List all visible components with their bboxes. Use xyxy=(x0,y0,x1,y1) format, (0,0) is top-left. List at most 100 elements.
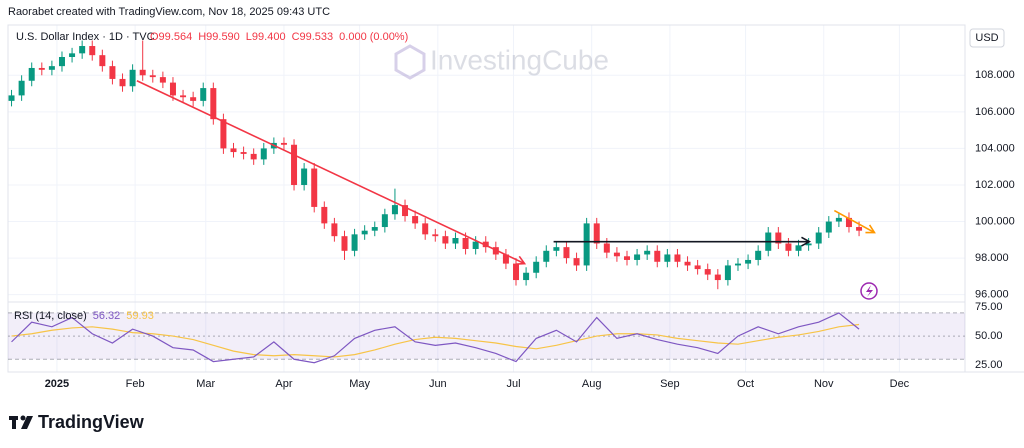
legend-value: L99.400 xyxy=(246,31,286,43)
candle-body xyxy=(220,119,227,149)
candle-body xyxy=(785,243,792,251)
candle-body xyxy=(543,250,550,262)
candle-body xyxy=(260,148,267,160)
candle-body xyxy=(775,232,782,244)
candle-body xyxy=(845,217,852,228)
brand-name: TradingView xyxy=(38,412,145,432)
candle-body xyxy=(381,214,388,228)
candle-body xyxy=(38,67,45,70)
watermark-text: InvestingCube xyxy=(430,44,609,75)
candle-body xyxy=(613,252,620,257)
y-tick-label: 104.000 xyxy=(975,142,1015,154)
currency[interactable]: USD xyxy=(975,32,998,44)
x-tick-label: May xyxy=(349,378,370,390)
candle-body xyxy=(523,272,530,281)
candle-body xyxy=(210,88,217,120)
candle-body xyxy=(321,206,328,224)
candle-body xyxy=(593,223,600,244)
candle-body xyxy=(149,75,156,78)
candle-body xyxy=(442,236,449,244)
candle-body xyxy=(331,223,338,237)
legend-value: C99.533 xyxy=(292,31,334,43)
candle-body xyxy=(28,67,35,81)
trend-line xyxy=(136,80,525,265)
x-tick-label: Feb xyxy=(126,378,145,390)
candle-body xyxy=(311,168,318,207)
y-tick-label: 98.000 xyxy=(975,252,1009,264)
brand-logo xyxy=(12,416,16,429)
attribution: Raorabet created with TradingView.com, N… xyxy=(8,6,330,18)
candle-body xyxy=(704,269,711,275)
candle-body xyxy=(502,254,509,264)
candle-body xyxy=(694,265,701,270)
x-tick-label: Nov xyxy=(814,378,834,390)
candle-body xyxy=(119,78,126,87)
currency-box[interactable] xyxy=(969,28,1005,48)
rsi-tick-label: 50.00 xyxy=(975,330,1003,342)
brand-logo xyxy=(20,415,26,421)
candle-body xyxy=(48,66,55,70)
candle-body xyxy=(18,80,25,96)
symbol: U.S. Dollar Index · 1D · TVC xyxy=(16,31,155,43)
event-icon[interactable] xyxy=(860,282,878,300)
candle-body xyxy=(513,263,520,281)
rsi-ma-value: 59.93 xyxy=(126,310,154,322)
candle-body xyxy=(250,153,257,160)
x-tick-label: Apr xyxy=(275,378,292,390)
candle-body xyxy=(69,53,76,57)
y-tick-label: 102.000 xyxy=(975,179,1015,191)
x-tick-label: Sep xyxy=(660,378,680,390)
legend-value: H99.590 xyxy=(198,31,240,43)
candle-body xyxy=(714,274,721,281)
trend-line xyxy=(833,209,875,234)
arrow-head xyxy=(801,236,812,247)
event-icon-bolt xyxy=(866,285,873,297)
candle-body xyxy=(835,217,842,222)
candle-body xyxy=(795,245,802,251)
candle-body xyxy=(341,236,348,251)
candle-body xyxy=(654,250,661,262)
candle-body xyxy=(462,238,469,249)
candle-body xyxy=(745,259,752,264)
candle-body xyxy=(89,46,96,56)
brand: TradingView xyxy=(9,412,145,432)
candle-body xyxy=(664,254,671,262)
candle-body xyxy=(553,247,560,251)
candle-body xyxy=(280,142,287,145)
legend-value: 0.000 (0.00%) xyxy=(339,31,408,43)
rsi-ma-line xyxy=(11,323,860,358)
candle-body xyxy=(291,144,298,185)
candle-body xyxy=(755,250,762,260)
arrow-head xyxy=(515,255,527,265)
x-tick-label: Mar xyxy=(196,378,215,390)
candle-body xyxy=(301,168,308,185)
candle-body xyxy=(684,261,691,266)
candle-body xyxy=(583,223,590,266)
candle-body xyxy=(412,216,419,224)
candle-body xyxy=(452,238,459,244)
x-tick-label: 2025 xyxy=(45,378,69,390)
watermark-logo xyxy=(394,44,426,80)
candle-body xyxy=(361,230,368,235)
x-tick-label: Dec xyxy=(890,378,910,390)
candle-body xyxy=(805,243,812,246)
candle-body xyxy=(674,254,681,262)
candle-body xyxy=(644,250,651,255)
x-tick-label: Jul xyxy=(506,378,520,390)
brand-logo xyxy=(21,416,33,429)
rsi-label: RSI (14, close) xyxy=(14,310,87,322)
candle-body xyxy=(139,69,146,76)
candle-body xyxy=(734,263,741,266)
candle-body xyxy=(159,77,166,83)
rsi-tick-label: 25.00 xyxy=(975,359,1003,371)
y-tick-label: 100.000 xyxy=(975,215,1015,227)
candle-body xyxy=(190,97,197,101)
y-tick-label: 106.000 xyxy=(975,106,1015,118)
candle-body xyxy=(472,241,479,249)
candle-body xyxy=(422,223,429,235)
candle-body xyxy=(99,55,106,67)
y-tick-label: 108.000 xyxy=(975,69,1015,81)
rsi-value: 56.32 xyxy=(93,310,121,322)
rsi-line xyxy=(11,312,860,364)
